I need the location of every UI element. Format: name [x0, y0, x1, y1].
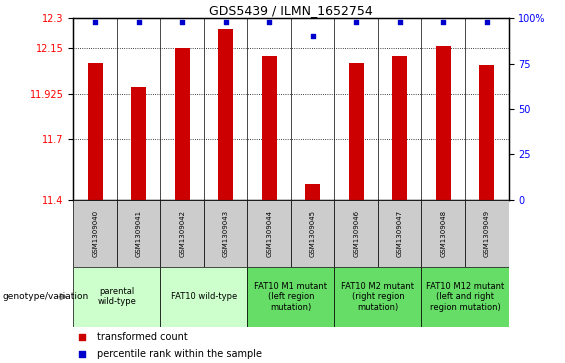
Bar: [117, 200, 160, 267]
Text: GSM1309045: GSM1309045: [310, 210, 316, 257]
Bar: [88, 62, 103, 200]
Bar: [465, 200, 508, 267]
Point: [77, 351, 86, 357]
Text: transformed count: transformed count: [97, 332, 188, 342]
Point: [483, 19, 492, 25]
Point: [90, 19, 100, 25]
Bar: [421, 267, 508, 327]
Text: parental
wild-type: parental wild-type: [98, 287, 136, 306]
Bar: [160, 200, 204, 267]
Bar: [479, 65, 494, 200]
Bar: [175, 48, 190, 200]
Point: [351, 19, 361, 25]
Bar: [436, 46, 451, 200]
Bar: [378, 200, 421, 267]
Point: [221, 19, 231, 25]
Bar: [421, 200, 465, 267]
Text: GSM1309042: GSM1309042: [179, 210, 185, 257]
Bar: [291, 200, 334, 267]
Bar: [218, 29, 233, 200]
Text: percentile rank within the sample: percentile rank within the sample: [97, 349, 262, 359]
Text: GSM1309043: GSM1309043: [223, 210, 229, 257]
Text: GSM1309040: GSM1309040: [92, 210, 98, 257]
Point: [177, 19, 186, 25]
Point: [396, 19, 405, 25]
Bar: [305, 184, 320, 200]
Title: GDS5439 / ILMN_1652754: GDS5439 / ILMN_1652754: [209, 4, 373, 17]
Text: GSM1309048: GSM1309048: [440, 210, 446, 257]
Bar: [204, 200, 247, 267]
Text: GSM1309044: GSM1309044: [266, 210, 272, 257]
Text: genotype/variation: genotype/variation: [3, 292, 89, 301]
Bar: [73, 267, 160, 327]
Bar: [73, 200, 117, 267]
Text: FAT10 M2 mutant
(right region
mutation): FAT10 M2 mutant (right region mutation): [341, 282, 415, 312]
Point: [77, 334, 86, 340]
Bar: [160, 267, 247, 327]
Bar: [392, 57, 407, 200]
Bar: [247, 267, 334, 327]
Bar: [349, 62, 364, 200]
Point: [264, 19, 274, 25]
Bar: [131, 87, 146, 200]
Text: FAT10 wild-type: FAT10 wild-type: [171, 292, 237, 301]
Point: [438, 19, 447, 25]
Text: FAT10 M1 mutant
(left region
mutation): FAT10 M1 mutant (left region mutation): [254, 282, 328, 312]
Point: [134, 19, 144, 25]
Text: FAT10 M12 mutant
(left and right
region mutation): FAT10 M12 mutant (left and right region …: [426, 282, 504, 312]
Bar: [334, 267, 421, 327]
Text: GSM1309049: GSM1309049: [484, 210, 490, 257]
Bar: [247, 200, 291, 267]
Bar: [334, 200, 378, 267]
Text: GSM1309046: GSM1309046: [353, 210, 359, 257]
Bar: [262, 57, 277, 200]
Point: [308, 33, 318, 39]
Text: GSM1309041: GSM1309041: [136, 210, 142, 257]
Text: GSM1309047: GSM1309047: [397, 210, 403, 257]
